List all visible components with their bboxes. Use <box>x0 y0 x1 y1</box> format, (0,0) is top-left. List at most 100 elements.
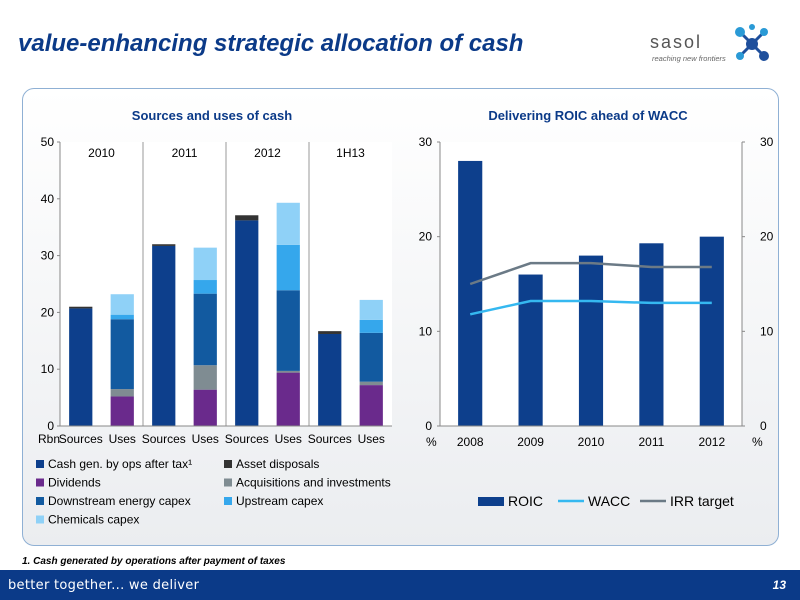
right-right-y-tick-label: 30 <box>760 135 774 149</box>
left-y-tick-label: 50 <box>41 135 55 149</box>
right-right-y-tick-label: 10 <box>760 324 774 338</box>
bar-segment-dividends <box>110 396 134 426</box>
bar-segment-asset-disposals <box>318 331 342 334</box>
bar-segment-dividends <box>359 385 383 426</box>
bar-segment-asset-disposals <box>69 306 93 309</box>
sources-uses-chart: Sources and uses of cash 0 10 20 30 40 50 Rbn 2… <box>36 108 392 527</box>
molecule-icon <box>735 24 769 61</box>
category-label-sources: Sources <box>225 432 269 446</box>
legend-label-asset-disposals: Asset disposals <box>236 457 319 471</box>
logo-tagline: reaching new frontiers <box>652 54 726 63</box>
right-left-y-tick-label: 0 <box>425 419 432 433</box>
legend-label-downstream: Downstream energy capex <box>48 494 191 508</box>
left-y-tick-label: 0 <box>47 419 54 433</box>
legend-label-cash-ops: Cash gen. by ops after tax¹ <box>48 457 192 471</box>
bar-segment-cash-ops <box>318 333 342 426</box>
right-left-y-tick-label: 10 <box>419 324 433 338</box>
legend-label-roic: ROIC <box>508 493 543 509</box>
bar-segment-cash-ops <box>152 245 176 426</box>
left-y-tick-label: 10 <box>41 362 55 376</box>
legend-label-irr: IRR target <box>670 493 734 509</box>
group-label-2012: 2012 <box>254 146 281 160</box>
bar-segment-chemicals <box>276 202 300 245</box>
bar-segment-asset-disposals <box>152 244 176 246</box>
bar-segment-downstream <box>359 332 383 382</box>
category-label-uses: Uses <box>109 432 136 446</box>
bar-segment-dividends <box>193 389 217 426</box>
group-label-2011: 2011 <box>172 146 198 160</box>
category-label-uses: Uses <box>275 432 302 446</box>
roic-bar <box>639 243 664 426</box>
legend-swatch-cash-ops <box>36 460 44 468</box>
irr-line <box>469 261 712 286</box>
legend-label-upstream: Upstream capex <box>236 494 323 508</box>
year-label-2012: 2012 <box>698 435 725 449</box>
footer-bar: better together... we deliver 13 <box>0 570 800 600</box>
legend-label-dividends: Dividends <box>48 476 101 490</box>
bar-segment-acquisitions <box>359 381 383 386</box>
bar-segment-asset-disposals <box>235 215 259 221</box>
bar-segment-chemicals <box>110 294 134 315</box>
legend-swatch-roic <box>478 497 504 506</box>
category-label-sources: Sources <box>59 432 103 446</box>
bar-segment-acquisitions <box>110 389 134 397</box>
bar-segment-upstream <box>359 319 383 333</box>
group-label-1h13: 1H13 <box>336 146 365 160</box>
bar-segment-cash-ops <box>235 220 259 426</box>
legend-label-chemicals: Chemicals capex <box>48 513 139 527</box>
bar-segment-upstream <box>110 314 134 320</box>
left-y-tick-label: 20 <box>41 305 55 319</box>
left-y-tick-label: 30 <box>41 249 55 263</box>
category-label-sources: Sources <box>142 432 186 446</box>
legend-label-acquisitions: Acquisitions and investments <box>236 476 391 490</box>
right-right-y-tick-label: 20 <box>760 230 774 244</box>
legend-label-wacc: WACC <box>588 493 630 509</box>
year-label-2011: 2011 <box>638 435 664 449</box>
left-unit-label: Rbn <box>38 432 60 446</box>
year-label-2008: 2008 <box>457 435 484 449</box>
bar-segment-downstream <box>276 290 300 371</box>
bar-segment-upstream <box>193 280 217 294</box>
roic-wacc-chart: Delivering ROIC ahead of WACC 0 0 10 10 20 20… <box>419 108 774 509</box>
left-chart-title: Sources and uses of cash <box>132 108 292 123</box>
footnote: 1. Cash generated by operations after pa… <box>22 556 286 567</box>
roic-bar <box>578 255 604 426</box>
roic-bar <box>699 236 724 426</box>
right-right-unit-label: % <box>752 435 763 449</box>
year-label-2010: 2010 <box>578 435 605 449</box>
roic-bar <box>458 160 483 426</box>
legend-swatch-upstream <box>224 497 232 505</box>
roic-bar <box>518 274 543 426</box>
legend-swatch-dividends <box>36 478 44 487</box>
legend-swatch-asset-disposals <box>224 460 232 468</box>
group-label-2010: 2010 <box>88 146 115 160</box>
right-left-y-tick-label: 20 <box>419 230 433 244</box>
wacc-line <box>469 299 712 316</box>
bar-segment-downstream <box>193 293 217 366</box>
bar-segment-acquisitions <box>193 365 217 390</box>
legend-swatch-chemicals <box>36 515 44 524</box>
category-label-sources: Sources <box>308 432 352 446</box>
slide-title: value-enhancing strategic allocation of … <box>18 30 524 57</box>
left-y-tick-label: 40 <box>41 192 55 206</box>
legend-swatch-downstream <box>36 497 44 505</box>
legend-swatch-acquisitions <box>224 478 232 487</box>
year-label-2009: 2009 <box>517 435 544 449</box>
bar-segment-dividends <box>276 372 300 426</box>
category-label-uses: Uses <box>192 432 219 446</box>
bar-segment-chemicals <box>359 299 383 320</box>
sasol-logo: sasol reaching new frontiers <box>650 22 770 70</box>
right-right-y-tick-label: 0 <box>760 419 767 433</box>
right-left-unit-label: % <box>426 435 437 449</box>
bar-segment-chemicals <box>193 247 217 281</box>
bar-segment-upstream <box>276 244 300 291</box>
footer-tagline: better together... we deliver <box>8 578 200 593</box>
right-chart-title: Delivering ROIC ahead of WACC <box>488 108 688 123</box>
bar-segment-acquisitions <box>276 370 300 373</box>
page-number: 13 <box>772 578 786 592</box>
bar-segment-downstream <box>110 319 134 390</box>
right-left-y-tick-label: 30 <box>419 135 433 149</box>
category-label-uses: Uses <box>358 432 385 446</box>
logo-wordmark: sasol <box>650 32 703 52</box>
bar-segment-cash-ops <box>69 308 93 426</box>
